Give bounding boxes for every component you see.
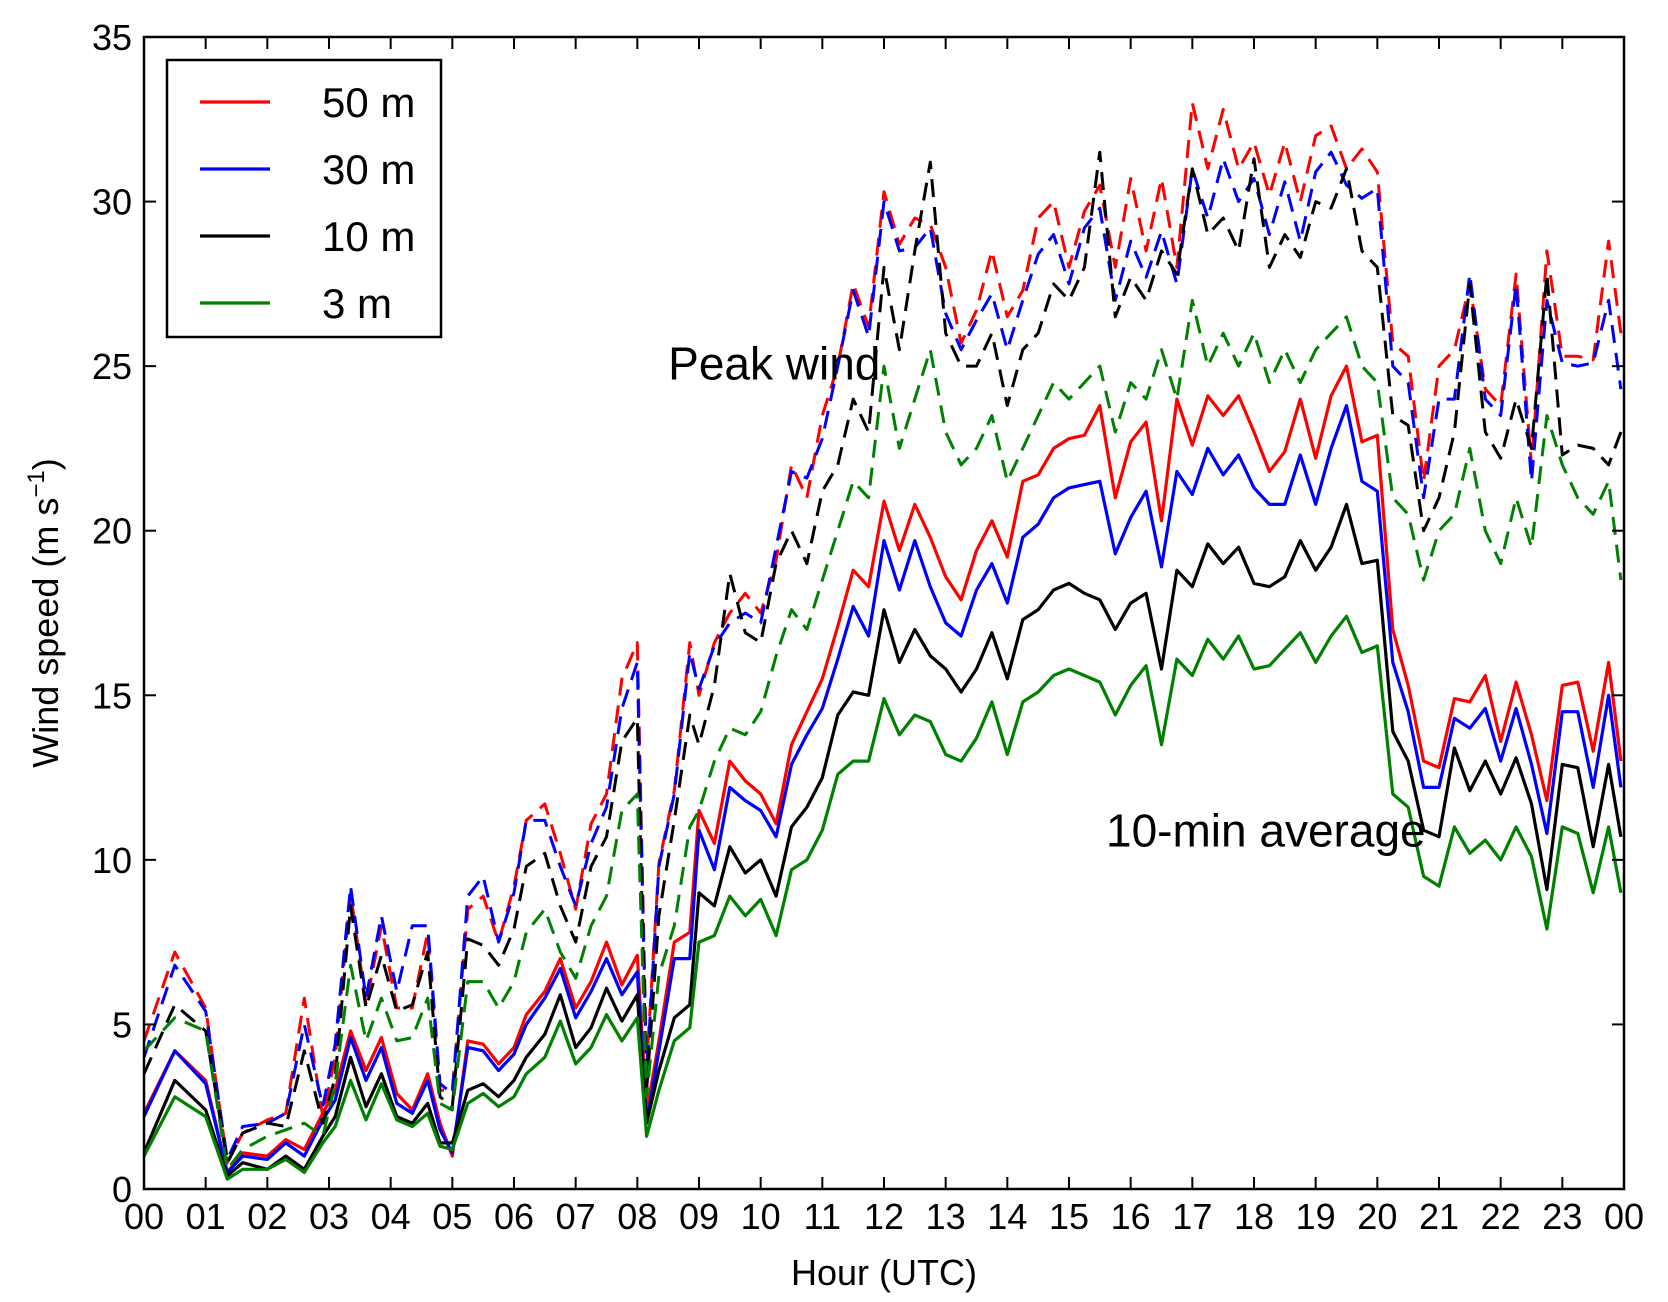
x-tick-label: 23 <box>1542 1196 1582 1237</box>
y-axis-label-close: ) <box>25 458 66 470</box>
series-line-peak-wind-3-m <box>142 298 1623 1171</box>
y-tick-label: 35 <box>92 17 132 58</box>
x-tick-label: 17 <box>1172 1196 1212 1237</box>
series-line-10-min-average-10-m <box>142 502 1623 1178</box>
y-tick-label: 30 <box>92 182 132 223</box>
x-axis-label: Hour (UTC) <box>791 1252 977 1293</box>
x-tick-label: 01 <box>186 1196 226 1237</box>
x-tick-label: 04 <box>371 1196 411 1237</box>
y-axis-label-main: Wind speed (m s <box>25 498 66 768</box>
x-tick-label: 02 <box>247 1196 287 1237</box>
x-tick-label: 08 <box>617 1196 657 1237</box>
y-tick-label: 0 <box>112 1169 132 1210</box>
x-tick-label: 15 <box>1049 1196 1089 1237</box>
y-axis-label: Wind speed (m s−1) <box>23 458 66 767</box>
x-tick-label: 20 <box>1357 1196 1397 1237</box>
x-tick-label: 12 <box>864 1196 904 1237</box>
legend-items: 50 m 30 m 10 m 3 m <box>200 79 415 327</box>
x-tick-label: 16 <box>1111 1196 1151 1237</box>
x-tick-label: 00 <box>1604 1196 1644 1237</box>
legend-box <box>165 58 443 339</box>
x-tick-label: 13 <box>926 1196 966 1237</box>
y-tick-label: 5 <box>112 1004 132 1045</box>
y-tick-label: 20 <box>92 511 132 552</box>
x-tick-label: 22 <box>1481 1196 1521 1237</box>
x-tick-label: 06 <box>494 1196 534 1237</box>
x-tick-label: 00 <box>124 1196 164 1237</box>
annotation-10-min-average: 10-min average <box>1106 805 1426 857</box>
y-tick-label: 25 <box>92 346 132 387</box>
legend-label-3-m: 3 m <box>322 280 392 327</box>
x-tick-label: 09 <box>679 1196 719 1237</box>
legend: 50 m 30 m 10 m 3 m <box>165 58 443 339</box>
x-tick-label: 10 <box>741 1196 781 1237</box>
series-line-10-min-average-30-m <box>142 404 1623 1175</box>
x-tick-label: 19 <box>1296 1196 1336 1237</box>
x-tick-label: 14 <box>987 1196 1027 1237</box>
x-tick-label: 05 <box>432 1196 472 1237</box>
y-tick-label: 10 <box>92 840 132 881</box>
series-line-10-min-average-3-m <box>142 614 1623 1181</box>
legend-label-30-m: 30 m <box>322 146 415 193</box>
y-axis-label-exponent: −1 <box>23 470 50 497</box>
x-tick-label: 21 <box>1419 1196 1459 1237</box>
x-tick-label: 18 <box>1234 1196 1274 1237</box>
x-tick-label: 03 <box>309 1196 349 1237</box>
x-tick-label: 11 <box>804 1196 841 1237</box>
series-layer <box>142 101 1623 1181</box>
annotation-layer: Peak wind 10-min average <box>668 337 1425 856</box>
x-tick-label: 07 <box>556 1196 596 1237</box>
tick-layer: 00 01 02 03 04 05 06 07 08 09 10 11 12 13 14 15 16 17 18 19… <box>92 17 1644 1237</box>
series-line-peak-wind-10-m <box>142 150 1623 1165</box>
y-tick-label: 15 <box>92 675 132 716</box>
legend-label-10-m: 10 m <box>322 213 415 260</box>
legend-label-50-m: 50 m <box>322 79 415 126</box>
annotation-peak-wind: Peak wind <box>668 337 880 389</box>
